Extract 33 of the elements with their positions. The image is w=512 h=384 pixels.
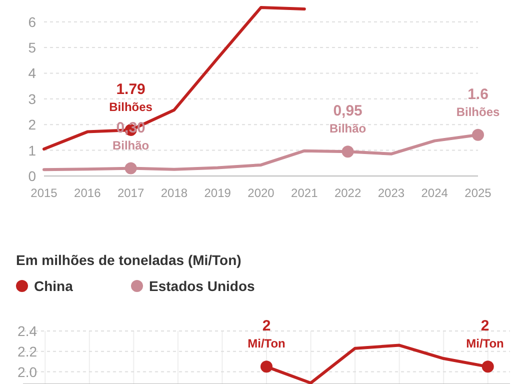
- y-tick-label: 0: [28, 168, 36, 184]
- y-tick-label: 3: [28, 90, 36, 107]
- data-label: 2 Mi/Ton: [248, 318, 286, 351]
- point: [472, 128, 484, 141]
- x-tick-label: 2025: [464, 186, 492, 200]
- x-tick-label: 2021: [291, 186, 318, 200]
- x-tick-label: 2017: [117, 186, 144, 200]
- data-label: 2 Mi/Ton: [466, 318, 504, 351]
- y-tick-label: 2.0: [18, 364, 38, 380]
- y-tick-label: 4: [28, 65, 36, 82]
- y-tick-label: 2: [28, 116, 36, 133]
- x-tick-label: 2018: [160, 186, 188, 200]
- y-tick-label: 2.4: [18, 323, 38, 339]
- legend-label: China: [34, 278, 74, 294]
- x-tick-label: 2024: [421, 186, 448, 200]
- x-tick-label: 2022: [334, 186, 362, 200]
- data-label: 1.79 Bilhões: [109, 81, 153, 114]
- y-tick-label: 6: [28, 14, 36, 30]
- point: [342, 146, 354, 158]
- x-tick-label: 2023: [378, 186, 405, 200]
- data-label: 0,95 Bilhão: [329, 102, 366, 136]
- x-tick-label: 2020: [248, 186, 275, 200]
- y-tick-label: 5: [28, 40, 36, 56]
- x-tick-label: 2019: [204, 186, 232, 200]
- y-tick-label: 1: [28, 142, 36, 158]
- y-tick-label: 2.2: [18, 343, 38, 360]
- line-series: [42, 6, 306, 151]
- data-label: 1.6 Bilhões: [456, 86, 500, 119]
- x-tick-label: 2016: [74, 186, 102, 200]
- chart-title: Em milhões de toneladas (Mi/Ton): [16, 252, 242, 268]
- legend-label: Estados Unidos: [149, 278, 256, 294]
- point: [124, 162, 137, 174]
- x-tick-label: 2015: [30, 186, 58, 200]
